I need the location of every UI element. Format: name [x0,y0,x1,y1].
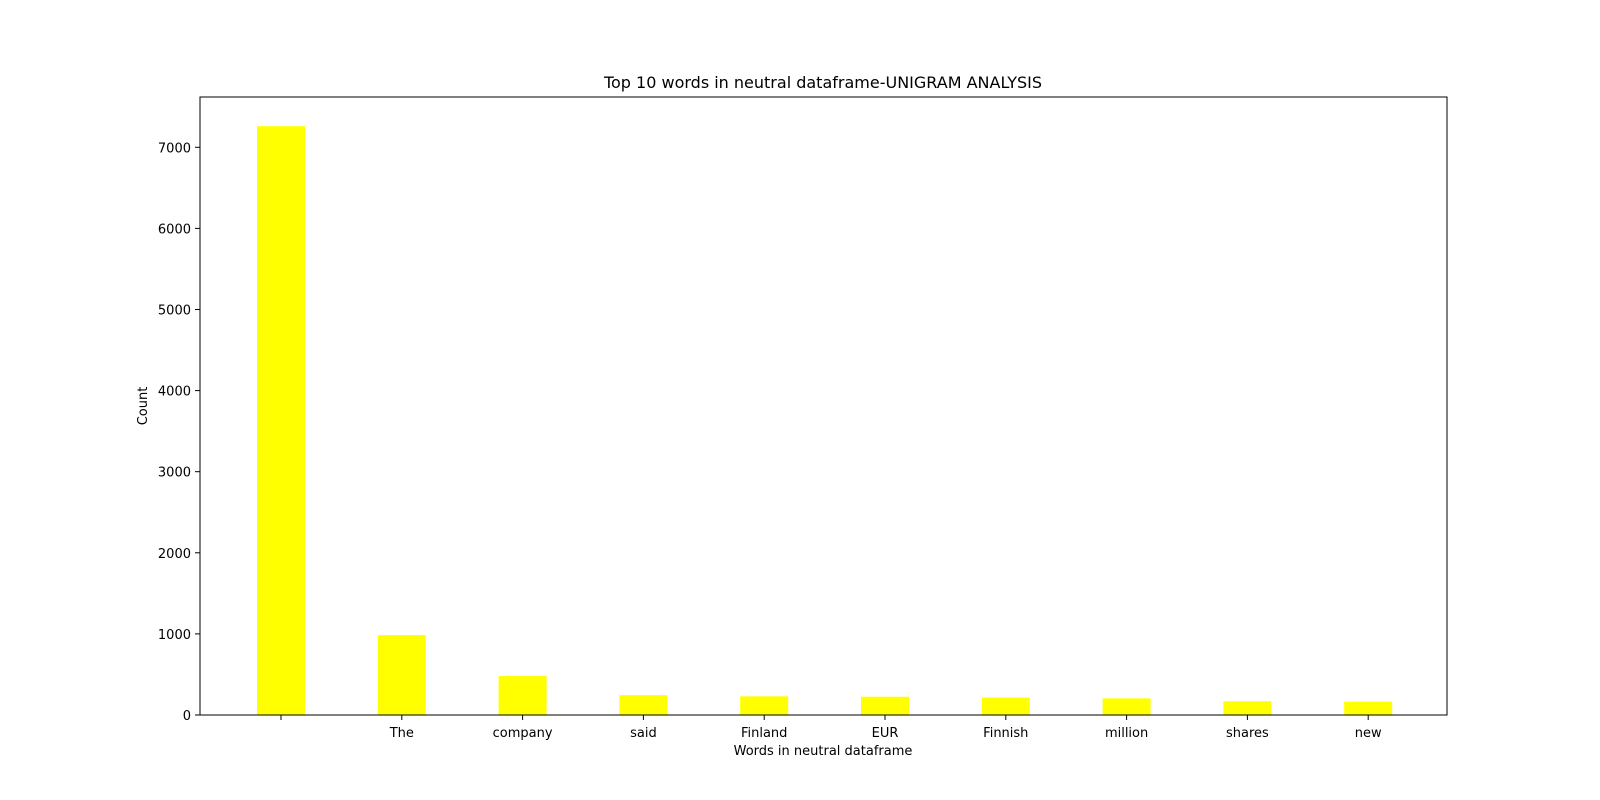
y-tick-label: 4000 [158,385,191,400]
bar-series [257,126,1393,716]
y-tick-label: 1000 [158,628,191,643]
bar [740,696,789,715]
x-tick-label: said [630,726,657,741]
y-tick-label: 2000 [158,547,191,562]
y-tick-label: 7000 [158,141,191,156]
x-tick-label: new [1355,726,1382,741]
y-axis-ticks: 0 1000 2000 3000 4000 5000 6000 7000 [158,141,200,724]
bar [1344,701,1393,715]
x-tick-label: million [1105,726,1148,741]
x-axis-label: Words in neutral dataframe [734,744,913,759]
x-tick-label: The [389,726,414,741]
bar [1102,698,1151,715]
bar [1223,701,1272,715]
x-tick-label: company [493,726,553,741]
x-tick-label: shares [1226,726,1269,741]
x-tick-label: Finnish [983,726,1028,741]
bar [498,676,547,715]
y-tick-label: 6000 [158,222,191,237]
bar [257,126,305,716]
bar [861,696,909,715]
y-tick-label: 3000 [158,466,191,481]
y-axis-label: Count [136,387,151,426]
x-tick-label: EUR [872,726,899,741]
bar [377,635,426,715]
plot-frame [199,96,1448,716]
y-tick-label: 5000 [158,303,191,318]
bar [981,697,1030,715]
chart-title: Top 10 words in neutral dataframe-UNIGRA… [603,73,1042,92]
y-tick-label: 0 [183,709,191,724]
bar [619,695,668,715]
x-tick-label: Finland [741,726,787,741]
x-axis-ticks: The company said Finland EUR Finnish million sh… [280,715,1382,741]
